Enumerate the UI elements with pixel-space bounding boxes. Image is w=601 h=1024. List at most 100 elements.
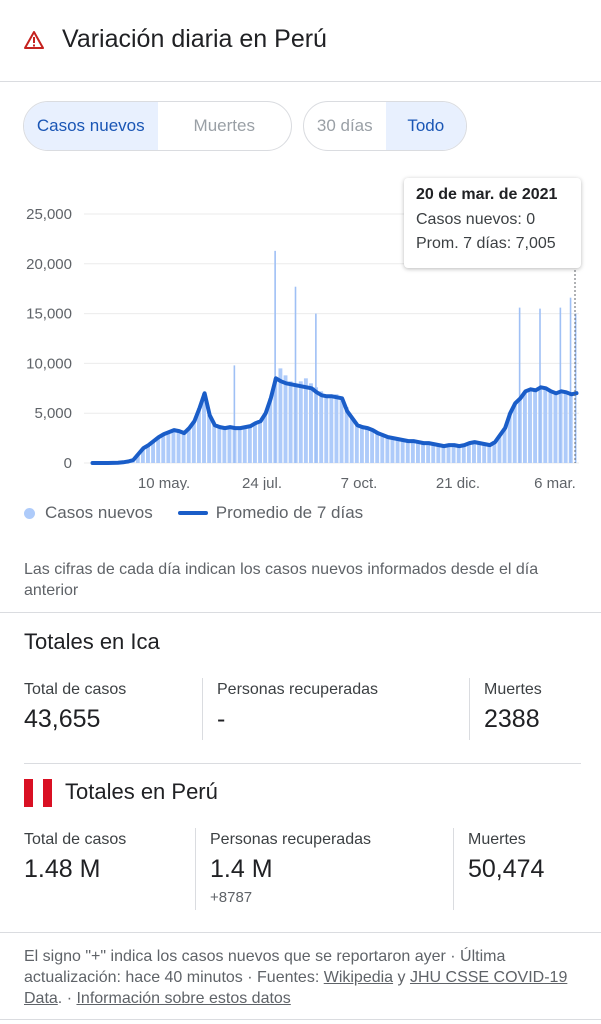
- peru-recovered-delta: +8787: [210, 889, 253, 906]
- case-bar: [543, 388, 548, 463]
- case-bar: [146, 445, 150, 463]
- ica-recovered-label: Personas recuperadas: [217, 681, 378, 698]
- range-toggle: 30 días Todo: [303, 101, 467, 151]
- tab-todo[interactable]: Todo: [385, 102, 466, 150]
- case-bar: [370, 430, 375, 463]
- wikipedia-link[interactable]: Wikipedia: [323, 969, 394, 986]
- case-bar: [298, 381, 303, 463]
- tab-30-dias[interactable]: 30 días: [316, 116, 373, 135]
- tooltip-cases: Casos nuevos: 0: [416, 211, 536, 228]
- case-bar: [263, 413, 268, 463]
- peru-recovered-label: Personas recuperadas: [210, 831, 371, 848]
- footer: El signo "+" indica los casos nuevos que…: [24, 946, 569, 1009]
- case-bar: [502, 428, 507, 463]
- case-spike: [233, 365, 236, 463]
- case-bar: [171, 430, 176, 463]
- cases-chart[interactable]: 25,000 20,000 15,000 10,000 5,000 0 10 may. 24 …: [0, 170, 601, 490]
- divider: [195, 828, 196, 910]
- case-bar: [161, 434, 166, 463]
- case-bar: [227, 427, 232, 463]
- y-tick-label: 20,000: [26, 256, 72, 273]
- legend-bars-label: Casos nuevos: [45, 503, 153, 522]
- case-spike: [559, 307, 562, 463]
- case-bar: [278, 368, 283, 463]
- case-bar: [395, 439, 400, 463]
- case-bar: [507, 413, 512, 463]
- chart-note: Las cifras de cada día indican los casos…: [24, 561, 539, 599]
- legend-bars-swatch: [24, 507, 35, 519]
- case-bar: [405, 441, 410, 463]
- case-bar: [247, 426, 252, 463]
- case-bar: [375, 433, 380, 463]
- divider: [469, 678, 470, 740]
- header: Variación diaria en Perú: [0, 0, 601, 82]
- peru-title: Totales en Perú: [65, 779, 218, 804]
- case-bar: [349, 418, 354, 463]
- ica-cases-label: Total de casos: [24, 681, 127, 698]
- case-bar: [140, 448, 145, 463]
- case-bar: [222, 428, 227, 463]
- ica-deaths-label: Muertes: [484, 681, 542, 698]
- page-title: Variación diaria en Perú: [62, 25, 327, 53]
- case-bar: [359, 427, 364, 463]
- x-tick-label: 6 mar.: [534, 475, 576, 490]
- case-bar: [324, 395, 329, 463]
- case-bar: [202, 393, 206, 463]
- tab-muertes[interactable]: Muertes: [193, 116, 255, 135]
- divider: [202, 678, 203, 740]
- case-bar: [410, 441, 415, 463]
- tab-casos-nuevos[interactable]: Casos nuevos: [24, 102, 158, 150]
- case-spike: [569, 297, 572, 463]
- case-bar: [400, 440, 405, 463]
- jhu-link[interactable]: JHU CSSE COVID-19 Data: [24, 969, 568, 1007]
- case-bar: [380, 435, 385, 463]
- case-bar: [268, 398, 273, 463]
- case-bar: [365, 428, 369, 463]
- case-bar: [207, 415, 212, 463]
- divider: [453, 828, 454, 910]
- x-tick-label: 21 dic.: [436, 475, 480, 490]
- peru-deaths-label: Muertes: [468, 831, 526, 848]
- divider: [0, 612, 601, 613]
- about-data-link[interactable]: Información sobre estos datos: [76, 990, 291, 1007]
- footer-sep: . ·: [57, 990, 77, 1007]
- x-tick-label: 24 jul.: [242, 475, 282, 490]
- case-bar: [354, 425, 359, 463]
- legend-line-swatch: [177, 511, 208, 515]
- case-bar: [528, 389, 532, 463]
- case-bar: [283, 375, 288, 463]
- divider: [0, 1019, 601, 1020]
- divider: [0, 932, 601, 933]
- y-tick-label: 0: [64, 455, 72, 472]
- case-spike: [574, 313, 577, 463]
- case-bar: [553, 393, 558, 463]
- case-bar: [309, 383, 313, 463]
- case-bar: [492, 442, 497, 463]
- case-bar: [242, 427, 247, 463]
- case-bar: [487, 445, 492, 463]
- case-bar: [421, 443, 425, 463]
- case-bar: [135, 454, 140, 463]
- case-bar: [186, 428, 191, 463]
- case-bar: [563, 392, 568, 463]
- case-bar: [288, 381, 293, 463]
- ica-title: Totales en Ica: [24, 629, 160, 654]
- peru-flag-icon: [24, 779, 52, 807]
- y-tick-label: 5,000: [34, 405, 72, 422]
- case-bar: [426, 443, 431, 463]
- tooltip-date: 20 de mar. de 2021: [416, 186, 558, 203]
- case-bar: [334, 394, 339, 463]
- case-spike: [315, 313, 317, 463]
- peru-recovered-value: 1.4 M: [210, 855, 273, 883]
- case-spike: [274, 250, 276, 463]
- case-bar: [258, 421, 262, 463]
- case-bar: [151, 441, 156, 463]
- case-bar: [217, 427, 222, 463]
- case-bar: [512, 403, 517, 463]
- case-bar: [451, 445, 456, 463]
- case-bar: [533, 390, 538, 463]
- case-bar: [166, 432, 171, 463]
- case-bar: [339, 397, 344, 463]
- y-tick-label: 10,000: [26, 355, 72, 372]
- case-bar: [477, 443, 482, 463]
